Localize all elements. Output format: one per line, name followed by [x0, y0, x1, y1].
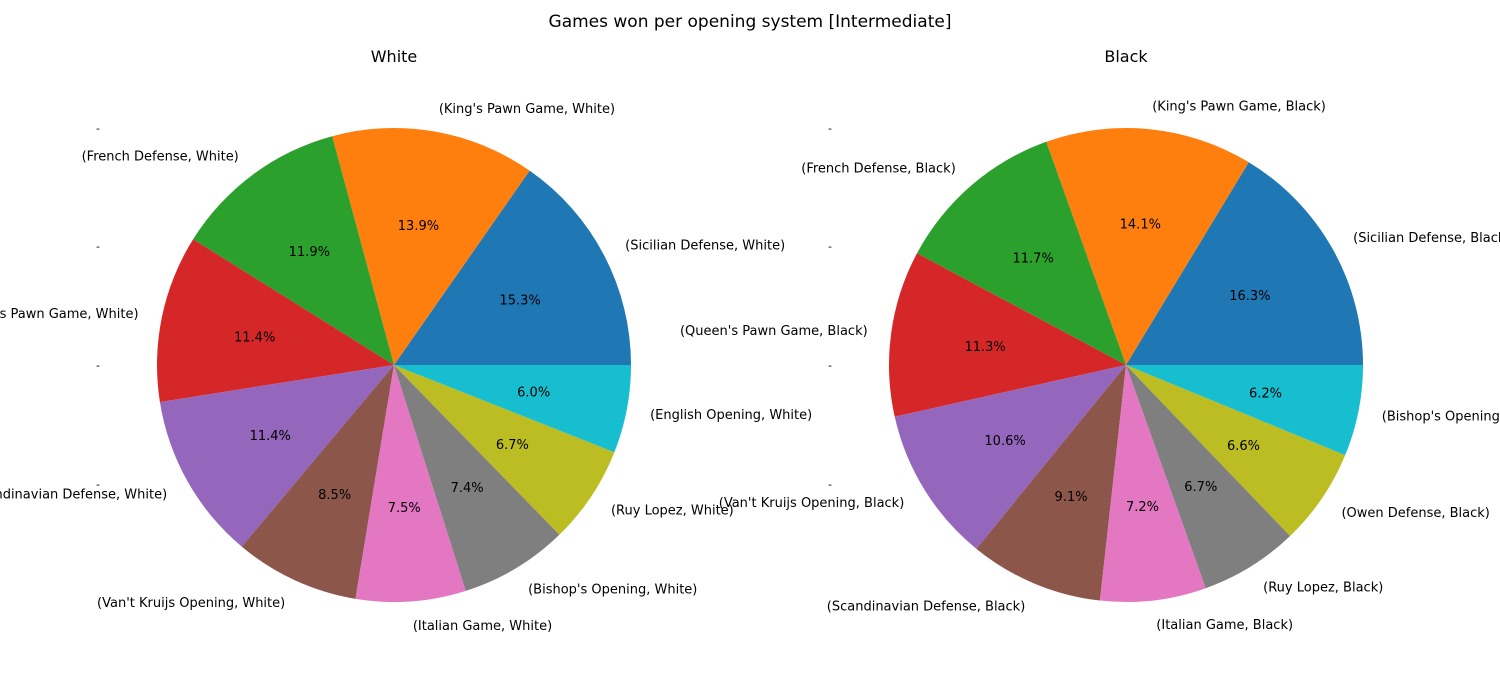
slice-category-label: (Van't Kruijs Opening, Black): [719, 496, 905, 511]
pie-slice: [355, 365, 466, 602]
slice-category-label: (Sicilian Defense, Black): [1353, 231, 1500, 246]
axis-dash-label: -: [96, 122, 100, 135]
slice-percent-label: 7.4%: [451, 481, 484, 496]
axis-dash-label: -: [828, 478, 832, 491]
axis-dash-label: -: [828, 240, 832, 253]
pie-slice: [157, 239, 394, 403]
slice-percent-label: 8.5%: [318, 488, 351, 503]
pie-slice: [1126, 365, 1346, 536]
slice-percent-label: 11.4%: [250, 429, 291, 444]
axis-dash-label: -: [96, 240, 100, 253]
pie-slice: [1126, 162, 1363, 365]
slice-category-label: (French Defense, Black): [801, 162, 956, 177]
pie-slice: [332, 127, 530, 365]
pie-slice: [394, 365, 615, 535]
slice-percent-label: 6.2%: [1249, 387, 1282, 402]
slice-percent-label: 10.6%: [984, 434, 1025, 449]
slice-percent-label: 9.1%: [1055, 490, 1088, 505]
slice-percent-label: 11.3%: [964, 340, 1005, 355]
slice-percent-label: 11.4%: [234, 331, 275, 346]
pie-slice: [394, 365, 631, 453]
slice-percent-label: 6.0%: [517, 386, 550, 401]
axis-dash-label: -: [96, 359, 100, 372]
pie-slice: [1099, 365, 1206, 602]
figure-title: Games won per opening system [Intermedia…: [549, 12, 952, 32]
slice-category-label: (Bishop's Opening, White): [528, 583, 697, 598]
pie-slice: [159, 365, 394, 547]
slice-percent-label: 11.7%: [1013, 251, 1054, 266]
pie-chart-white: White - - - - 15.3% (Sicilian Defense, White) 1…: [0, 47, 812, 634]
slice-percent-label: 11.9%: [289, 245, 330, 260]
slice-category-label: (Italian Game, Black): [1156, 618, 1293, 633]
pie-slice: [889, 253, 1126, 417]
pie-slice: [1126, 365, 1291, 589]
slice-category-label: (Sicilian Defense, White): [625, 238, 785, 253]
slice-category-label: (Van't Kruijs Opening, White): [97, 596, 285, 611]
pie-slice: [976, 365, 1126, 601]
slice-percent-label: 7.2%: [1126, 500, 1159, 515]
slice-percent-label: 6.7%: [496, 438, 529, 453]
axis-dash-label: -: [828, 359, 832, 372]
slice-category-label: (Bishop's Opening, Black): [1382, 410, 1500, 425]
pie-slice: [193, 136, 394, 365]
slice-category-label: (French Defense, White): [82, 150, 239, 165]
slice-category-label: (Queen's Pawn Game, Black): [680, 324, 868, 339]
slice-category-label: (Italian Game, White): [413, 619, 552, 634]
pie-slice: [394, 170, 631, 365]
slice-category-label: (Queen's Pawn Game, White): [0, 307, 139, 322]
slice-category-label: (Ruy Lopez, Black): [1263, 581, 1383, 596]
slice-category-label: (Owen Defense, Black): [1341, 506, 1489, 521]
slice-category-label: (King's Pawn Game, Black): [1152, 100, 1326, 115]
slice-percent-label: 7.5%: [388, 501, 421, 516]
slice-percent-label: 16.3%: [1229, 289, 1270, 304]
pie-title: White: [371, 47, 418, 66]
slice-percent-label: 13.9%: [398, 219, 439, 234]
slice-category-label: (Scandinavian Defense, Black): [827, 599, 1026, 614]
slice-category-label: (Scandinavian Defense, White): [0, 487, 167, 502]
slice-category-label: (Ruy Lopez, White): [611, 504, 734, 519]
slice-percent-label: 6.7%: [1184, 480, 1217, 495]
axis-dash-label: -: [96, 478, 100, 491]
slice-category-label: (English Opening, White): [650, 408, 812, 423]
slice-percent-label: 14.1%: [1120, 218, 1161, 233]
slice-percent-label: 6.6%: [1227, 439, 1260, 454]
pie-slice: [894, 365, 1126, 549]
slice-category-label: (King's Pawn Game, White): [439, 102, 615, 117]
pie-title: Black: [1104, 47, 1148, 66]
pie-slice: [1126, 365, 1363, 456]
pie-slice: [394, 365, 560, 591]
pie-slice: [241, 365, 394, 599]
slice-percent-label: 15.3%: [499, 293, 540, 308]
pie-slice: [1046, 127, 1249, 365]
axis-dash-label: -: [828, 122, 832, 135]
pie-slice: [917, 141, 1126, 365]
pie-chart-black: Black - - - - 16.3% (Sicilian Defense, Black) 1…: [680, 47, 1500, 633]
